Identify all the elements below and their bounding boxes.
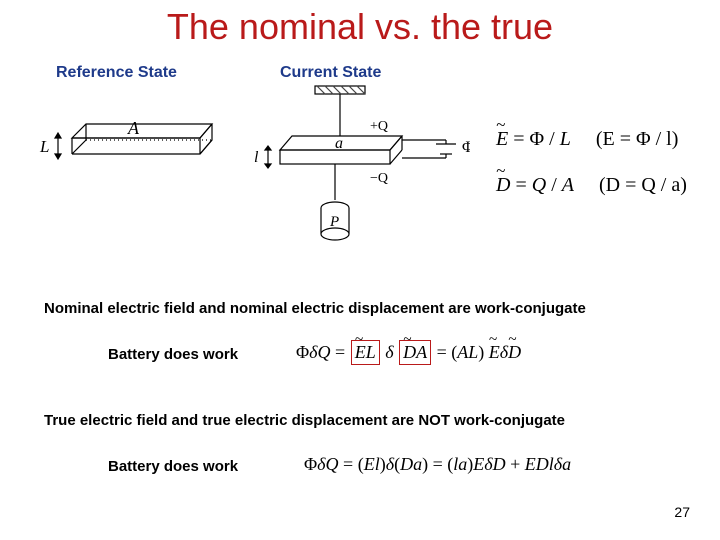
svg-text:Φ: Φ bbox=[462, 139, 470, 156]
eq-D-tilde: D = Q / A (D = Q / a) bbox=[496, 174, 687, 197]
page-number: 27 bbox=[674, 504, 690, 520]
svg-text:P: P bbox=[329, 214, 339, 230]
current-state-diagram: a l +Q −Q Φ P bbox=[240, 80, 470, 280]
svg-text:−Q: −Q bbox=[370, 171, 388, 186]
work-eq-nominal: ΦδQ = EL δ DA = (AL) EδD bbox=[296, 340, 521, 365]
svg-text:A: A bbox=[127, 118, 140, 138]
svg-text:+Q: +Q bbox=[370, 119, 388, 134]
page-title: The nominal vs. the true bbox=[0, 6, 720, 48]
battery-text-1: Battery does work bbox=[108, 346, 238, 363]
svg-text:l: l bbox=[254, 149, 259, 166]
nominal-text: Nominal electric field and nominal elect… bbox=[44, 300, 586, 317]
true-text: True electric field and true electric di… bbox=[44, 412, 565, 429]
svg-text:a: a bbox=[335, 135, 343, 152]
eq-E-tilde: E = Φ / L (E = Φ / l) bbox=[496, 128, 678, 151]
reference-state-diagram: A L bbox=[30, 100, 220, 220]
svg-text:L: L bbox=[39, 137, 49, 156]
subheading-reference: Reference State bbox=[56, 64, 177, 82]
battery-text-2: Battery does work bbox=[108, 458, 238, 475]
work-eq-true: ΦδQ = (El)δ(Da) = (la)EδD + EDlδa bbox=[304, 454, 571, 475]
